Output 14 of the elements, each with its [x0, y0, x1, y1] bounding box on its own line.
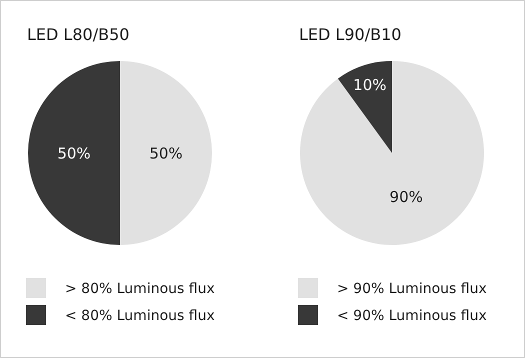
- data-label: 10%: [353, 76, 386, 94]
- pie-slice: [300, 61, 484, 245]
- legend-label: < 90% Luminous flux: [337, 308, 487, 324]
- legend-label: > 80% Luminous flux: [65, 280, 215, 297]
- chart-title: LED L80/B50: [27, 25, 130, 44]
- pie-slice: [28, 61, 120, 245]
- legend-label: < 80% Luminous flux: [65, 308, 215, 324]
- pie-slice: [120, 61, 212, 245]
- chart-title: LED L90/B10: [299, 25, 402, 44]
- pie-slice: [338, 61, 392, 153]
- data-label: 50%: [57, 144, 91, 162]
- legend-label: > 90% Luminous flux: [337, 280, 487, 297]
- data-label: 50%: [149, 144, 183, 162]
- data-label: 90%: [390, 188, 423, 206]
